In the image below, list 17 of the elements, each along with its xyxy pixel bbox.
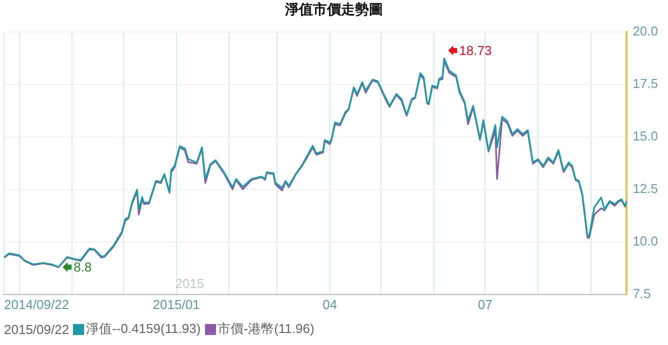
- y-tick-label: 12.5: [632, 180, 658, 196]
- annotation: 2015: [175, 276, 204, 291]
- x-tick-label: 2015/01: [152, 296, 200, 312]
- annotation: 8.8: [74, 260, 92, 275]
- x-tick-label: 2014/09/22: [4, 296, 70, 312]
- x-tick-label: 04: [322, 296, 338, 312]
- annotation: 18.73: [459, 43, 492, 58]
- legend-title: 2015/09/22: [4, 322, 70, 336]
- y-tick-label: 10.0: [632, 233, 658, 248]
- y-tick-label: 17.5: [632, 76, 658, 91]
- legend-label: 淨值--0.4159(11.93): [86, 320, 201, 338]
- chart-title: 淨值市價走勢圖: [284, 0, 384, 18]
- y-tick-label: 20.0: [632, 23, 658, 38]
- y-tick-label: 15.0: [632, 128, 658, 144]
- legend-label: 市價-港幣(11.96): [218, 320, 314, 338]
- y-tick-label: 7.5: [632, 286, 651, 301]
- x-tick-label: 07: [478, 296, 492, 312]
